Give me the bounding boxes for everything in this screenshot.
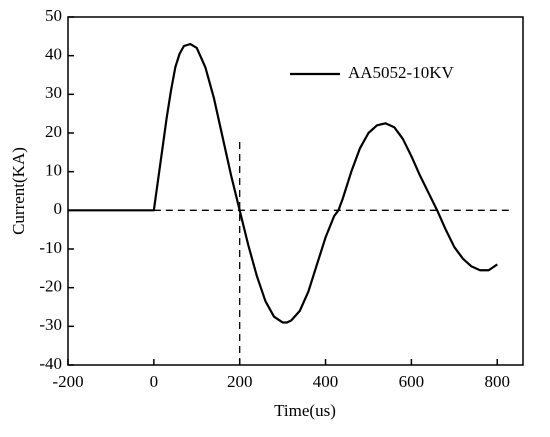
x-tick-label: 800: [484, 372, 510, 391]
data-line: [68, 42, 498, 324]
y-tick-label: -10: [39, 238, 62, 257]
y-tick-label: 50: [45, 6, 62, 25]
x-tick-label: 0: [150, 372, 159, 391]
y-tick-label: 40: [45, 45, 62, 64]
legend-label: AA5052-10KV: [348, 63, 454, 82]
x-tick-label: 400: [313, 372, 339, 391]
y-tick-label: 30: [45, 83, 62, 102]
y-tick-label: -20: [39, 277, 62, 296]
plot-frame: [67, 16, 524, 366]
y-tick-label: 0: [54, 199, 63, 218]
x-axis-label: Time(us): [274, 401, 336, 420]
x-tick-label: -200: [52, 372, 83, 391]
y-tick-label: 20: [45, 122, 62, 141]
x-tick-label: 200: [227, 372, 253, 391]
y-axis-label: Current(KA): [9, 147, 28, 235]
y-tick-label: 10: [45, 161, 62, 180]
y-tick-label: -40: [39, 354, 62, 373]
y-tick-label: -30: [39, 315, 62, 334]
x-tick-label: 600: [399, 372, 425, 391]
